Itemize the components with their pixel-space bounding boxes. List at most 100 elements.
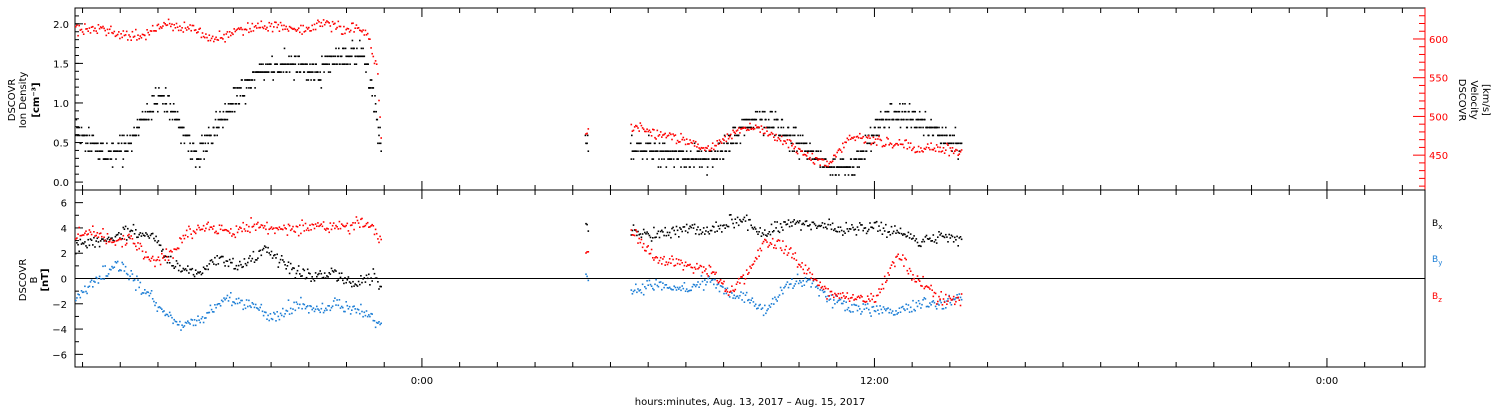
bz-point bbox=[105, 242, 108, 245]
bx-point bbox=[319, 270, 321, 272]
density-point bbox=[719, 158, 721, 160]
bz-point bbox=[82, 234, 85, 236]
density-point bbox=[161, 95, 164, 97]
bz-point bbox=[311, 223, 313, 226]
bx-point bbox=[239, 260, 241, 263]
density-point bbox=[218, 118, 221, 121]
bz-point bbox=[728, 291, 731, 293]
density-point bbox=[864, 158, 866, 160]
bz-point bbox=[168, 250, 171, 253]
density-point bbox=[681, 150, 683, 152]
bx-point bbox=[833, 229, 835, 232]
bz-point bbox=[95, 234, 97, 237]
density-point bbox=[76, 126, 78, 129]
velocity-point bbox=[859, 132, 861, 135]
bz-point bbox=[354, 222, 356, 224]
by-point bbox=[88, 285, 91, 288]
bz-point bbox=[175, 248, 178, 251]
bz-point bbox=[372, 225, 375, 227]
by-point bbox=[921, 303, 923, 306]
velocity-point bbox=[114, 35, 117, 38]
density-point bbox=[796, 142, 799, 145]
by-point bbox=[210, 308, 213, 311]
density-point bbox=[355, 55, 357, 58]
bz-point bbox=[682, 269, 685, 271]
bz-point bbox=[345, 224, 347, 227]
density-point bbox=[887, 118, 889, 121]
velocity-point bbox=[179, 25, 181, 27]
by-point bbox=[680, 289, 682, 292]
velocity-point bbox=[154, 30, 156, 32]
velocity-point bbox=[777, 136, 780, 139]
density-point bbox=[199, 142, 201, 145]
by-point bbox=[328, 305, 330, 307]
bx-point bbox=[151, 232, 154, 235]
bx-point bbox=[325, 277, 327, 279]
bx-point bbox=[153, 237, 155, 240]
by-point bbox=[866, 303, 869, 305]
bz-point bbox=[374, 228, 377, 231]
density-point bbox=[838, 174, 840, 176]
by-point bbox=[252, 303, 255, 305]
density-point bbox=[877, 126, 880, 129]
velocity-point bbox=[295, 30, 298, 32]
velocity-point bbox=[923, 147, 926, 150]
density-point bbox=[367, 63, 369, 65]
by-point bbox=[180, 329, 182, 331]
bx-point bbox=[851, 224, 853, 226]
velocity-point bbox=[875, 144, 878, 146]
bz-point bbox=[202, 224, 205, 227]
density-point bbox=[741, 118, 743, 121]
bz-point bbox=[351, 224, 353, 226]
velocity-point bbox=[247, 22, 249, 24]
bz-point bbox=[864, 301, 867, 303]
density-point bbox=[245, 79, 247, 81]
velocity-point bbox=[353, 31, 355, 33]
density-point bbox=[295, 55, 297, 58]
density-point bbox=[205, 134, 208, 137]
bz-point bbox=[870, 292, 872, 295]
bz-point bbox=[842, 292, 844, 294]
by-point bbox=[937, 303, 939, 305]
bz-point bbox=[194, 232, 197, 235]
velocity-point bbox=[268, 21, 270, 24]
density-point bbox=[883, 126, 886, 129]
velocity-point bbox=[719, 140, 722, 143]
by-point bbox=[657, 285, 660, 288]
velocity-point bbox=[297, 27, 300, 29]
density-point bbox=[270, 63, 272, 65]
legend-bx: Bx bbox=[1432, 219, 1442, 231]
by-point bbox=[775, 298, 777, 301]
bz-point bbox=[631, 234, 634, 236]
velocity-point bbox=[162, 25, 164, 27]
by-point bbox=[788, 283, 791, 286]
bz-point bbox=[812, 279, 815, 281]
bx-point bbox=[218, 257, 221, 259]
bx-point bbox=[326, 275, 328, 277]
velocity-point bbox=[791, 144, 793, 147]
velocity-point bbox=[740, 128, 742, 130]
velocity-point bbox=[735, 130, 738, 132]
bz-point bbox=[322, 221, 325, 223]
bz-point bbox=[318, 225, 320, 228]
by-point bbox=[348, 305, 351, 308]
by-point bbox=[234, 302, 237, 305]
density-point bbox=[106, 142, 108, 145]
by-point bbox=[933, 301, 936, 304]
bx-point bbox=[693, 223, 696, 226]
by-point bbox=[89, 281, 92, 283]
density-point bbox=[148, 118, 150, 121]
bz-point bbox=[750, 267, 752, 269]
velocity-point bbox=[84, 23, 86, 25]
by-point bbox=[344, 310, 346, 313]
velocity-point bbox=[334, 22, 336, 25]
bz-point bbox=[928, 286, 930, 289]
bz-point bbox=[642, 242, 645, 245]
bx-point bbox=[245, 264, 248, 267]
bz-point bbox=[119, 237, 121, 240]
bz-point bbox=[314, 223, 317, 225]
density-point bbox=[878, 118, 881, 121]
velocity-point bbox=[140, 37, 143, 39]
density-point bbox=[911, 110, 914, 113]
density-point bbox=[649, 142, 652, 145]
